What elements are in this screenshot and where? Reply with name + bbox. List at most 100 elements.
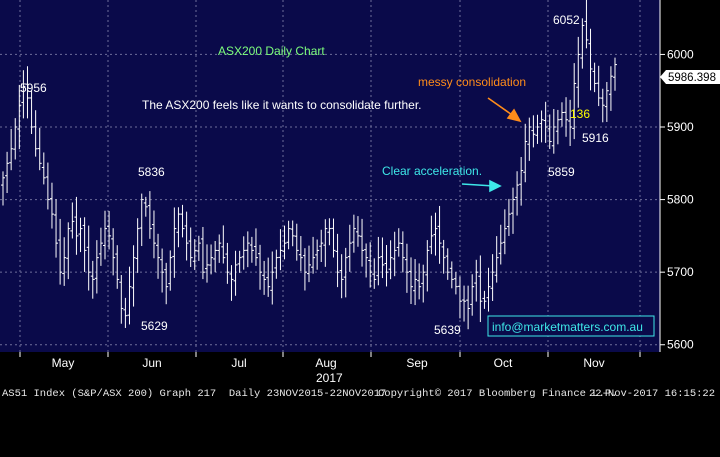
- price-bar: [233, 250, 238, 296]
- price-bar: [490, 254, 495, 301]
- price-bar: [535, 114, 540, 144]
- price-bar: [425, 240, 430, 292]
- label-6052: 6052: [553, 13, 580, 27]
- cyan-arrow: [461, 179, 502, 193]
- price-bar: [433, 212, 438, 256]
- price-bar: [470, 274, 475, 316]
- price-bar: [82, 217, 87, 272]
- price-bar: [270, 251, 275, 305]
- x-tick-label: Nov: [583, 356, 604, 370]
- price-bar: [192, 239, 197, 270]
- label-5629: 5629: [141, 319, 168, 333]
- price-bar: [156, 233, 161, 279]
- x-tick-label: May: [52, 356, 75, 370]
- price-bar: [343, 247, 348, 298]
- price-bar: [200, 226, 205, 280]
- price-bar: [543, 101, 548, 143]
- price-bar: [613, 57, 617, 91]
- price-bar: [184, 211, 189, 261]
- price-bar: [482, 290, 487, 309]
- y-tick-label: 5900: [667, 120, 694, 134]
- y-axis-ticks: 5600 5700 5800 5900 6000: [659, 0, 694, 352]
- price-bar: [315, 239, 320, 270]
- y-tick-label: 6000: [667, 47, 694, 61]
- price-bar: [608, 66, 613, 111]
- price-bar: [237, 250, 242, 273]
- y-tick-label: 5600: [667, 338, 694, 352]
- price-bar: [347, 224, 352, 272]
- price-bar: [576, 36, 581, 108]
- price-bar: [168, 250, 173, 291]
- price-bar: [376, 236, 381, 286]
- price-bar: [478, 255, 483, 323]
- price-bar: [172, 207, 177, 278]
- label-5836: 5836: [138, 165, 165, 179]
- price-bar: [143, 196, 148, 217]
- price-bar: [580, 18, 585, 69]
- price-bar: [286, 220, 291, 250]
- price-bar: [388, 240, 393, 280]
- orange-arrow: [487, 97, 522, 123]
- price-bar: [78, 217, 83, 253]
- price-bar: [409, 257, 413, 304]
- price-bars: [1, 0, 617, 330]
- price-bar: [41, 152, 46, 185]
- price-bar: [413, 259, 418, 306]
- price-bar: [249, 236, 254, 263]
- price-bar: [462, 285, 467, 322]
- price-bar: [266, 257, 271, 297]
- y-tick-label: 5700: [667, 265, 694, 279]
- x-tick-label: Jul: [231, 356, 246, 370]
- price-bar: [111, 228, 116, 276]
- chart-title: ASX200 Daily Chart: [218, 44, 325, 58]
- price-bar: [139, 193, 144, 247]
- x-tick-label: Sep: [406, 356, 428, 370]
- price-bar: [1, 171, 5, 206]
- watermark-text: info@marketmatters.com.au: [492, 320, 643, 334]
- last-price-marker: 5986.398: [660, 70, 720, 84]
- price-bar: [592, 62, 597, 93]
- price-bar: [339, 254, 344, 299]
- price-bar: [511, 187, 515, 234]
- price-bar: [25, 66, 30, 119]
- price-bar: [127, 266, 132, 325]
- label-5956: 5956: [20, 81, 47, 95]
- price-bar: [327, 218, 332, 246]
- price-bar: [551, 108, 556, 154]
- price-bar: [253, 228, 258, 266]
- price-bar: [335, 233, 340, 288]
- price-bar: [49, 182, 54, 229]
- clear-acceleration-annotation: Clear acceleration.: [382, 164, 482, 178]
- price-bar: [274, 249, 279, 279]
- price-bar: [404, 243, 409, 293]
- price-bar: [21, 70, 26, 119]
- price-bar: [506, 198, 511, 236]
- price-bar: [396, 228, 401, 257]
- price-bar: [229, 265, 234, 301]
- price-bar: [531, 115, 536, 148]
- price-bar: [188, 227, 193, 268]
- price-bar: [131, 245, 136, 307]
- price-bar: [62, 237, 67, 286]
- x-tick-label: Oct: [494, 356, 513, 370]
- price-bar: [384, 245, 389, 287]
- price-bar: [421, 264, 426, 303]
- price-bar: [103, 210, 107, 260]
- price-bar: [86, 225, 91, 291]
- price-bar: [241, 236, 246, 270]
- price-bar: [588, 28, 593, 91]
- label-5916: 5916: [582, 131, 609, 145]
- price-bar: [445, 248, 450, 280]
- plot-background: [0, 0, 660, 352]
- price-bar: [290, 220, 295, 247]
- price-bar: [278, 229, 283, 271]
- label-5859: 5859: [548, 165, 575, 179]
- price-bar: [33, 110, 38, 157]
- price-bar: [302, 248, 307, 291]
- price-bar: [258, 244, 263, 290]
- price-bar: [66, 222, 71, 280]
- price-bar: [160, 248, 165, 293]
- price-bar: [596, 65, 601, 107]
- price-bar: [196, 235, 201, 261]
- price-bar: [307, 245, 311, 283]
